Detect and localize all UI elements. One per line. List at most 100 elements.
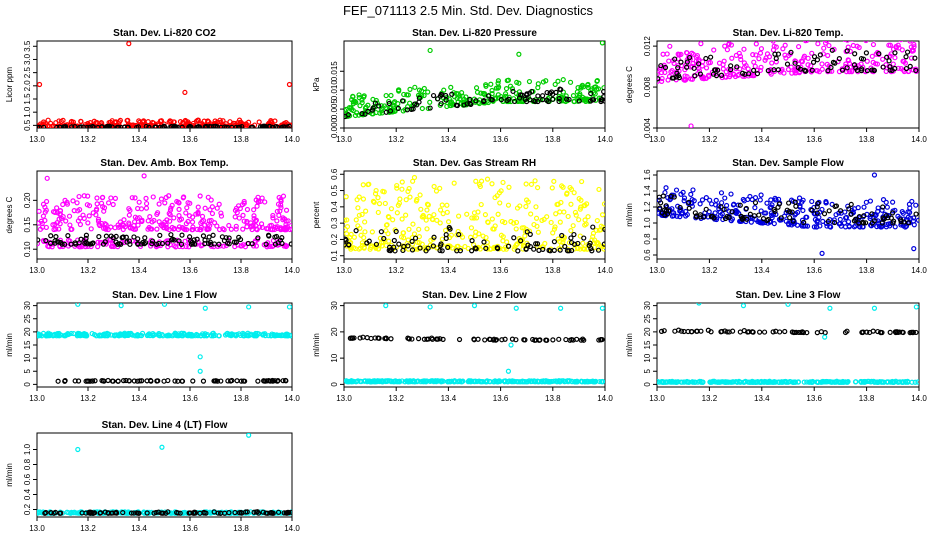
data-point-primary	[441, 87, 447, 93]
data-point-outlier	[688, 123, 694, 128]
data-point-reference	[657, 205, 663, 211]
data-point-reference	[863, 50, 869, 56]
data-point-primary	[667, 379, 673, 385]
data-point-primary	[706, 209, 712, 215]
data-point-primary	[688, 191, 694, 197]
data-point-reference	[851, 62, 858, 68]
y-tick-label: 0.5	[330, 184, 339, 196]
data-point-primary	[555, 236, 561, 242]
x-tick-label: 14.0	[597, 394, 613, 403]
x-tick-label: 13.6	[182, 266, 198, 275]
data-point-reference	[225, 378, 231, 384]
data-point-primary	[431, 183, 437, 190]
data-point-primary	[251, 213, 257, 219]
data-point-primary	[752, 195, 759, 201]
plot-frame	[36, 40, 293, 129]
data-point-reference	[249, 241, 255, 247]
data-point-reference	[571, 231, 577, 238]
data-point-outlier	[785, 303, 791, 307]
data-point-primary	[732, 73, 739, 80]
data-point-primary	[143, 205, 150, 211]
data-point-primary	[352, 112, 359, 119]
data-point-primary	[573, 212, 579, 218]
data-point-reference	[485, 93, 492, 99]
y-axis-label: ml/min	[5, 463, 14, 487]
data-point-reference	[155, 378, 161, 384]
data-point-primary	[690, 60, 696, 67]
data-point-primary	[127, 207, 133, 214]
data-point-reference	[62, 378, 68, 384]
data-point-reference	[473, 246, 479, 252]
data-point-reference	[206, 234, 212, 240]
data-point-primary	[568, 227, 574, 234]
data-point-outlier	[383, 303, 389, 309]
y-tick-label: 0.20	[23, 192, 32, 208]
data-point-reference	[708, 54, 714, 60]
data-point-reference	[829, 47, 835, 53]
data-point-reference	[848, 201, 854, 208]
data-point-primary	[278, 227, 284, 233]
data-point-primary	[409, 241, 416, 247]
data-point-primary	[575, 85, 581, 91]
data-point-reference	[481, 239, 487, 245]
data-point-reference	[524, 91, 530, 97]
data-point-primary	[396, 379, 403, 385]
data-point-reference	[137, 378, 143, 384]
data-point-primary	[557, 209, 563, 215]
data-point-primary	[93, 207, 99, 213]
data-point-reference	[837, 208, 844, 214]
data-point-primary	[280, 193, 287, 199]
data-point-primary	[476, 181, 483, 188]
data-point-reference	[602, 226, 605, 232]
data-point-primary	[77, 221, 84, 228]
data-point-primary	[406, 226, 412, 232]
data-point-reference	[556, 336, 562, 342]
data-point-primary	[469, 215, 475, 221]
data-point-primary	[809, 50, 815, 56]
data-point-reference	[114, 124, 120, 128]
data-point-primary	[736, 379, 742, 385]
data-point-primary	[757, 67, 763, 74]
chart-panel-4: Stan. Dev. Amb. Box Temp. degrees C 13.0 13…	[5, 158, 300, 275]
data-point-primary	[400, 230, 407, 236]
data-point-primary	[663, 185, 669, 191]
data-point-primary	[535, 229, 541, 235]
data-point-primary	[80, 212, 86, 218]
data-point-primary	[474, 378, 480, 385]
data-point-reference	[99, 124, 105, 128]
y-tick-label: 0.10	[23, 241, 32, 257]
data-point-primary	[489, 87, 495, 94]
data-point-reference	[251, 509, 257, 515]
data-point-primary	[722, 43, 728, 49]
data-point-primary	[378, 240, 385, 246]
data-point-primary	[494, 193, 500, 199]
data-point-reference	[364, 335, 370, 341]
data-point-reference	[431, 234, 437, 240]
data-point-reference	[177, 510, 183, 516]
data-point-primary	[135, 222, 141, 228]
data-point-primary	[388, 206, 395, 212]
data-point-primary	[42, 217, 48, 224]
chart-title: Stan. Dev. Line 2 Flow	[422, 290, 527, 301]
data-point-primary	[733, 52, 739, 58]
data-point-reference	[556, 98, 562, 105]
data-point-primary	[129, 195, 135, 201]
data-point-primary	[681, 379, 687, 385]
data-point-reference	[751, 213, 757, 219]
data-point-primary	[684, 50, 690, 56]
data-point-primary	[362, 229, 368, 235]
data-point-primary	[678, 191, 684, 197]
data-point-reference	[527, 97, 533, 103]
data-point-reference	[856, 220, 862, 226]
data-points	[657, 172, 919, 256]
data-point-reference	[369, 107, 376, 113]
data-point-primary	[567, 79, 574, 85]
data-point-reference	[83, 235, 89, 242]
data-point-primary	[37, 510, 41, 516]
data-point-reference	[511, 235, 517, 241]
data-point-reference	[211, 509, 217, 515]
data-point-primary	[555, 201, 561, 207]
data-point-primary	[570, 93, 577, 99]
data-point-outlier	[599, 41, 605, 46]
y-tick-label: 2.5	[23, 67, 32, 79]
